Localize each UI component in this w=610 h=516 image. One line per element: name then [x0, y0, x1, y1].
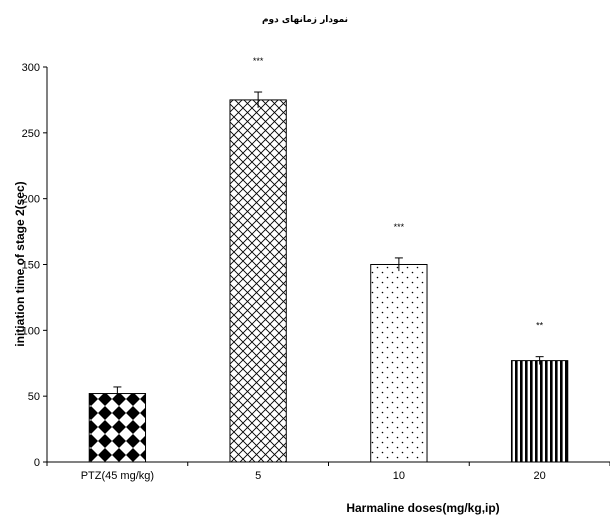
y-tick-label: 250 [22, 128, 40, 140]
chart-title: نمودار زمانهای دوم [262, 15, 348, 25]
y-tick-label: 0 [34, 457, 40, 469]
x-axis: PTZ(45 mg/kg) 5 10 20 [46, 461, 610, 482]
bar [510, 360, 569, 463]
significance-marker: *** [394, 222, 405, 232]
x-tick-label: 5 [255, 470, 261, 482]
bars-group: ******** [88, 56, 569, 463]
y-tick-label: 300 [22, 62, 40, 74]
x-axis-label: Harmaline doses(mg/kg,ip) [346, 501, 499, 515]
significance-marker: *** [253, 56, 264, 66]
y-tick-label: 50 [28, 391, 40, 403]
bar [370, 264, 428, 463]
y-axis-label: initiation time of stage 2(sec) [13, 181, 27, 346]
x-tick-label: 20 [534, 470, 546, 482]
bar [88, 393, 147, 463]
y-tick-label: 100 [22, 325, 40, 337]
bar [229, 99, 287, 463]
x-tick-label: 10 [393, 470, 405, 482]
y-tick-label: 150 [22, 260, 40, 272]
y-axis: 0 50 100 150 200 250 300 [22, 62, 48, 469]
significance-marker: ** [536, 321, 544, 331]
x-tick-label: PTZ(45 mg/kg) [81, 470, 154, 482]
y-tick-label: 200 [22, 194, 40, 206]
